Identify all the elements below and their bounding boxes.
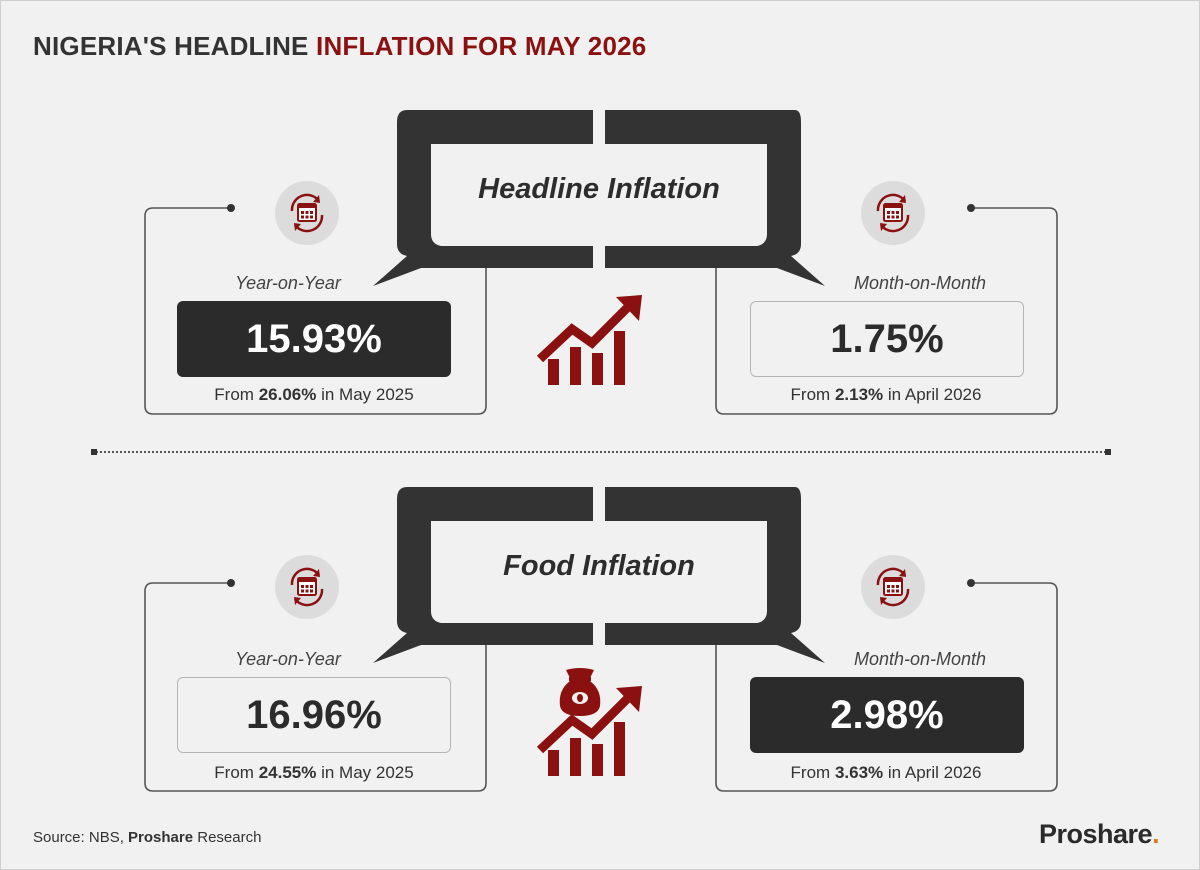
yoy-value: 15.93% — [246, 316, 382, 361]
speech-bubble-frame — [144, 487, 1058, 792]
yoy-value-box: 16.96% — [177, 677, 451, 753]
yoy-period-label: Year-on-Year — [235, 273, 341, 293]
mom-from-text: From 2.13% in April 2026 — [790, 385, 982, 404]
mom-value-box: 1.75% — [750, 301, 1024, 377]
headline-inflation-section: Headline Inflation Year-on-Year 15.93% F… — [1, 106, 1200, 426]
rising-bar-chart-icon — [536, 295, 642, 385]
mom-period-label: Month-on-Month — [853, 273, 987, 293]
yoy-period-label: Year-on-Year — [235, 649, 341, 669]
food-inflation-section: Food Inflation Year-on-Year 16.96% From … — [1, 483, 1200, 803]
calendar-refresh-icon — [275, 181, 339, 245]
speech-bubble-frame — [144, 110, 1058, 415]
calendar-refresh-icon — [275, 555, 339, 619]
section-heading: Headline Inflation — [478, 172, 720, 205]
section-divider — [91, 449, 1111, 455]
yoy-from-text: From 24.55% in May 2025 — [214, 763, 414, 782]
mom-value: 1.75% — [830, 316, 944, 361]
title-part-2: INFLATION FOR MAY 2026 — [316, 31, 647, 61]
yoy-value: 16.96% — [246, 692, 382, 737]
calendar-refresh-icon — [861, 555, 925, 619]
proshare-logo: Proshare. — [1039, 819, 1160, 849]
yoy-value-box: 15.93% — [177, 301, 451, 377]
calendar-refresh-icon — [861, 181, 925, 245]
title-part-1: NIGERIA'S HEADLINE — [33, 31, 317, 61]
mom-period-label: Month-on-Month — [853, 649, 987, 669]
mom-value: 2.98% — [830, 692, 944, 737]
source-note: Source: NBS, Proshare Research — [33, 829, 262, 846]
food-sack-rising-chart-icon — [536, 668, 642, 776]
yoy-from-text: From 26.06% in May 2025 — [214, 385, 414, 404]
mom-value-box: 2.98% — [750, 677, 1024, 753]
mom-from-text: From 3.63% in April 2026 — [790, 763, 982, 782]
page-title: NIGERIA'S HEADLINE INFLATION FOR MAY 202… — [33, 31, 646, 62]
section-heading: Food Inflation — [503, 549, 695, 582]
food-sack-icon — [559, 668, 601, 716]
